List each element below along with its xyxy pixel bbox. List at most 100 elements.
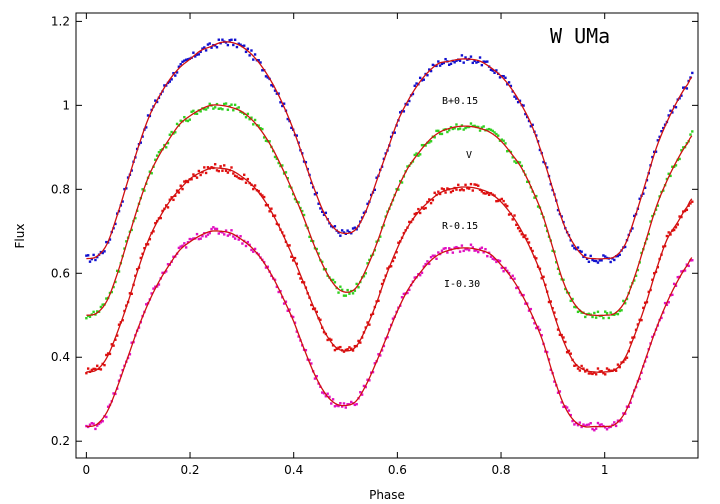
data-point	[522, 293, 525, 297]
data-point	[478, 129, 482, 132]
data-point	[651, 155, 654, 159]
data-point	[375, 240, 378, 243]
x-tick-label: 0	[83, 463, 91, 477]
data-point	[553, 311, 556, 314]
data-point	[540, 334, 543, 337]
data-point	[177, 246, 181, 250]
data-point	[491, 69, 494, 72]
data-point	[315, 191, 318, 195]
data-point	[164, 270, 168, 273]
data-point	[348, 346, 351, 349]
data-point	[473, 249, 476, 252]
data-point	[448, 128, 451, 132]
data-point	[582, 423, 585, 426]
data-point	[642, 306, 645, 310]
data-point	[682, 146, 685, 149]
data-point	[467, 187, 471, 190]
data-point	[324, 211, 328, 215]
data-point	[215, 102, 219, 106]
data-point	[175, 189, 179, 192]
data-point	[295, 330, 299, 333]
data-point	[428, 262, 431, 266]
data-point	[422, 207, 425, 210]
data-point	[96, 255, 99, 259]
data-point	[614, 424, 618, 428]
data-point	[145, 303, 148, 306]
data-point	[299, 277, 302, 280]
data-point	[513, 160, 516, 163]
data-point	[556, 328, 560, 331]
data-point	[97, 422, 101, 426]
data-point	[92, 367, 95, 371]
data-point	[496, 259, 500, 262]
data-point	[424, 144, 427, 147]
data-point	[90, 422, 94, 425]
data-point	[458, 59, 462, 62]
data-point	[125, 240, 128, 243]
data-point	[310, 303, 313, 307]
data-point	[237, 42, 240, 45]
data-point	[186, 119, 190, 123]
data-point	[556, 391, 560, 394]
data-point	[253, 184, 257, 187]
data-point	[105, 415, 108, 419]
data-point	[531, 249, 534, 253]
data-point	[580, 250, 583, 253]
data-point	[623, 245, 627, 249]
data-point	[281, 104, 284, 108]
data-point	[426, 74, 429, 77]
data-point	[304, 349, 308, 352]
data-point	[451, 127, 455, 131]
data-point	[246, 112, 250, 116]
data-point	[148, 238, 152, 241]
data-point	[500, 197, 504, 201]
data-point	[121, 200, 124, 203]
data-point	[275, 157, 279, 161]
data-point	[154, 221, 157, 225]
data-point	[495, 260, 498, 264]
data-point	[680, 149, 683, 152]
data-point	[511, 156, 514, 159]
data-point	[197, 169, 201, 173]
data-point	[408, 288, 411, 292]
data-point	[161, 209, 164, 213]
data-point	[582, 367, 585, 370]
data-point	[493, 258, 496, 261]
data-point	[487, 127, 491, 131]
data-point	[184, 246, 188, 249]
data-point	[527, 119, 531, 123]
data-point	[266, 265, 269, 268]
data-point	[611, 423, 614, 427]
data-point	[206, 43, 210, 46]
y-tick-label: 0.6	[51, 266, 70, 280]
data-point	[170, 196, 173, 199]
data-point	[544, 350, 547, 353]
data-point	[226, 43, 230, 47]
data-point	[580, 364, 583, 368]
data-point	[500, 138, 504, 141]
data-point	[460, 124, 464, 127]
data-point	[393, 256, 396, 259]
data-point	[344, 294, 347, 297]
x-tick-label: 0.6	[388, 463, 407, 477]
data-point	[253, 53, 257, 56]
data-point	[662, 245, 665, 248]
data-point	[395, 187, 398, 191]
data-point	[462, 128, 465, 131]
data-point	[88, 260, 92, 263]
data-point	[545, 350, 549, 354]
data-point	[671, 293, 674, 297]
data-point	[295, 262, 299, 265]
data-point	[389, 265, 393, 268]
data-point	[672, 282, 676, 286]
data-point	[623, 302, 627, 305]
data-point	[155, 154, 159, 157]
data-point	[486, 128, 489, 131]
data-point	[241, 44, 244, 48]
data-point	[248, 54, 251, 57]
plot-frame	[75, 12, 699, 459]
data-point	[155, 285, 159, 288]
data-point	[219, 165, 222, 168]
data-point	[273, 278, 277, 282]
data-point	[651, 335, 654, 339]
